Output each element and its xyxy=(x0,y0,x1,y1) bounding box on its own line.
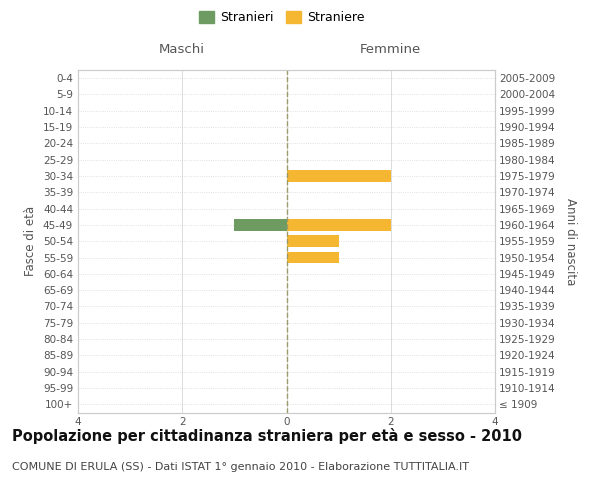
Bar xyxy=(235,219,287,231)
Text: Femmine: Femmine xyxy=(360,44,421,57)
Bar xyxy=(287,252,338,264)
Text: COMUNE DI ERULA (SS) - Dati ISTAT 1° gennaio 2010 - Elaborazione TUTTITALIA.IT: COMUNE DI ERULA (SS) - Dati ISTAT 1° gen… xyxy=(12,462,469,472)
Text: Maschi: Maschi xyxy=(159,44,205,57)
Text: Popolazione per cittadinanza straniera per età e sesso - 2010: Popolazione per cittadinanza straniera p… xyxy=(12,428,522,444)
Legend: Stranieri, Straniere: Stranieri, Straniere xyxy=(194,6,370,29)
Bar xyxy=(287,219,391,231)
Bar xyxy=(287,170,391,182)
Bar xyxy=(287,236,338,247)
Y-axis label: Anni di nascita: Anni di nascita xyxy=(564,198,577,285)
Y-axis label: Fasce di età: Fasce di età xyxy=(25,206,37,276)
